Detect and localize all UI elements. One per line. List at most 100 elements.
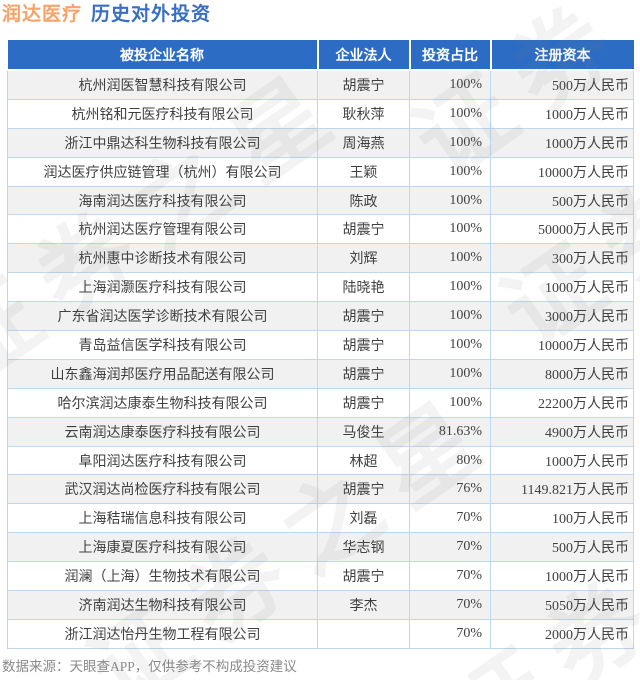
- ratio-cell: 70%: [409, 561, 491, 592]
- ratio-cell: 100%: [409, 330, 491, 360]
- investment-table: 被投企业名称 企业法人 投资占比 注册资本 杭州润医智慧科技有限公司 胡震宁 100…: [7, 40, 634, 649]
- legal-person-cell: 胡震宁: [317, 387, 410, 418]
- legal-person-cell: 陆晓艳: [317, 272, 410, 303]
- table-row: 山东鑫海润邦医疗用品配送有限公司 胡震宁 100% 8000万人民币: [7, 358, 634, 389]
- legal-person-cell: 马俊生: [317, 416, 410, 447]
- company-name-cell: 海南润达医疗科技有限公司: [7, 185, 318, 216]
- company-name-cell: 上海康夏医疗科技有限公司: [7, 532, 318, 563]
- table-row: 哈尔滨润达康泰生物科技有限公司 胡震宁 100% 22200万人民币: [7, 387, 634, 418]
- ratio-cell: 100%: [409, 301, 491, 332]
- company-name-cell: 上海秸瑞信息科技有限公司: [7, 503, 318, 534]
- capital-cell: 3000万人民币: [490, 301, 634, 332]
- company-name-cell: 杭州惠中诊断技术有限公司: [7, 243, 318, 274]
- legal-person-cell: 胡震宁: [317, 69, 410, 100]
- capital-cell: 50000万人民币: [490, 214, 634, 245]
- ratio-cell: 76%: [409, 474, 491, 505]
- capital-cell: 1000万人民币: [490, 445, 634, 476]
- table-row: 杭州铭和元医疗科技有限公司 耿秋萍 100% 1000万人民币: [7, 98, 634, 129]
- column-header-registered-capital: 注册资本: [489, 40, 634, 71]
- capital-cell: 500万人民币: [490, 185, 634, 216]
- column-header-company: 被投企业名称: [7, 40, 318, 71]
- table-row: 上海润灏医疗科技有限公司 陆晓艳 100% 1000万人民币: [7, 272, 634, 303]
- ratio-cell: 100%: [409, 185, 491, 216]
- legal-person-cell: 胡震宁: [317, 561, 410, 592]
- capital-cell: 8000万人民币: [490, 358, 634, 389]
- legal-person-cell: 华志钢: [317, 532, 410, 563]
- capital-cell: 300万人民币: [490, 243, 634, 274]
- legal-person-cell: 刘辉: [317, 243, 410, 274]
- table-row: 青岛益信医学科技有限公司 胡震宁 100% 10000万人民币: [7, 330, 634, 360]
- capital-cell: 500万人民币: [490, 532, 634, 563]
- legal-person-cell: 耿秋萍: [317, 98, 410, 129]
- ratio-cell: 100%: [409, 69, 491, 100]
- company-name-cell: 青岛益信医学科技有限公司: [7, 330, 318, 360]
- ratio-cell: 80%: [409, 445, 491, 476]
- legal-person-cell: 刘磊: [317, 503, 410, 534]
- table-row: 武汉润达尚检医疗科技有限公司 胡震宁 76% 1149.821万人民币: [7, 474, 634, 505]
- table-header: 被投企业名称 企业法人 投资占比 注册资本: [7, 40, 634, 71]
- table-row: 海南润达医疗科技有限公司 陈政 100% 500万人民币: [7, 185, 634, 216]
- company-name-cell: 阜阳润达医疗科技有限公司: [7, 445, 318, 476]
- company-name-cell: 杭州润达医疗管理有限公司: [7, 214, 318, 245]
- table-row: 杭州润医智慧科技有限公司 胡震宁 100% 500万人民币: [7, 69, 634, 100]
- table-row: 润达医疗供应链管理（杭州）有限公司 王颖 100% 10000万人民币: [7, 156, 634, 187]
- data-source-note: 数据来源：天眼查APP，仅供参考不构成投资建议: [2, 659, 297, 674]
- table-row: 济南润达生物科技有限公司 李杰 70% 5050万人民币: [7, 590, 634, 620]
- capital-cell: 10000万人民币: [490, 330, 634, 360]
- legal-person-cell: 胡震宁: [317, 214, 410, 245]
- legal-person-cell: 周海燕: [317, 127, 410, 158]
- table-row: 浙江润达怡丹生物工程有限公司 70% 2000万人民币: [7, 618, 634, 649]
- section-title: 历史对外投资: [91, 4, 212, 25]
- table-row: 润澜（上海）生物技术有限公司 胡震宁 70% 1000万人民币: [7, 561, 634, 592]
- company-name-cell: 上海润灏医疗科技有限公司: [7, 272, 318, 303]
- table-row: 浙江中鼎达科生物科技有限公司 周海燕 100% 1000万人民币: [7, 127, 634, 158]
- capital-cell: 1000万人民币: [490, 98, 634, 129]
- ratio-cell: 100%: [409, 127, 491, 158]
- table-body: 杭州润医智慧科技有限公司 胡震宁 100% 500万人民币 杭州铭和元医疗科技有限公司耿…: [7, 69, 634, 649]
- company-name-cell: 广东省润达医学诊断技术有限公司: [7, 301, 318, 332]
- capital-cell: 1000万人民币: [490, 127, 634, 158]
- legal-person-cell: 李杰: [317, 590, 410, 620]
- ratio-cell: 100%: [409, 98, 491, 129]
- company-name-cell: 哈尔滨润达康泰生物科技有限公司: [7, 387, 318, 418]
- company-name-cell: 浙江润达怡丹生物工程有限公司: [7, 618, 318, 649]
- capital-cell: 2000万人民币: [490, 618, 634, 649]
- ratio-cell: 70%: [409, 618, 491, 649]
- company-name-cell: 云南润达康泰医疗科技有限公司: [7, 416, 318, 447]
- ratio-cell: 70%: [409, 503, 491, 534]
- ratio-cell: 100%: [409, 387, 491, 418]
- capital-cell: 4900万人民币: [490, 416, 634, 447]
- ratio-cell: 100%: [409, 214, 491, 245]
- legal-person-cell: 胡震宁: [317, 358, 410, 389]
- legal-person-cell: 胡震宁: [317, 330, 410, 360]
- ratio-cell: 100%: [409, 272, 491, 303]
- legal-person-cell: 陈政: [317, 185, 410, 216]
- ratio-cell: 100%: [409, 358, 491, 389]
- legal-person-cell: 林超: [317, 445, 410, 476]
- capital-cell: 100万人民币: [490, 503, 634, 534]
- column-header-investment-ratio: 投资占比: [408, 40, 491, 71]
- capital-cell: 1149.821万人民币: [490, 474, 634, 505]
- table-row: 上海康夏医疗科技有限公司 华志钢 70% 500万人民币: [7, 532, 634, 563]
- ratio-cell: 81.63%: [409, 416, 491, 447]
- table-row: 广东省润达医学诊断技术有限公司 胡震宁 100% 3000万人民币: [7, 301, 634, 332]
- ratio-cell: 100%: [409, 243, 491, 274]
- legal-person-cell: [317, 618, 410, 649]
- table-header-row: 被投企业名称 企业法人 投资占比 注册资本: [7, 40, 634, 71]
- table-row: 上海秸瑞信息科技有限公司 刘磊 70% 100万人民币: [7, 503, 634, 534]
- company-name-cell: 山东鑫海润邦医疗用品配送有限公司: [7, 358, 318, 389]
- capital-cell: 5050万人民币: [490, 590, 634, 620]
- company-name-cell: 杭州润医智慧科技有限公司: [7, 69, 318, 100]
- table-row: 杭州惠中诊断技术有限公司 刘辉 100% 300万人民币: [7, 243, 634, 274]
- capital-cell: 22200万人民币: [490, 387, 634, 418]
- company-name-cell: 浙江中鼎达科生物科技有限公司: [7, 127, 318, 158]
- company-name-cell: 润达医疗供应链管理（杭州）有限公司: [7, 156, 318, 187]
- capital-cell: 1000万人民币: [490, 561, 634, 592]
- table-row: 云南润达康泰医疗科技有限公司 马俊生 81.63% 4900万人民币: [7, 416, 634, 447]
- company-name-cell: 武汉润达尚检医疗科技有限公司: [7, 474, 318, 505]
- table-row: 杭州润达医疗管理有限公司 胡震宁 100% 50000万人民币: [7, 214, 634, 245]
- column-header-legal-person: 企业法人: [316, 40, 410, 71]
- ratio-cell: 70%: [409, 590, 491, 620]
- legal-person-cell: 王颖: [317, 156, 410, 187]
